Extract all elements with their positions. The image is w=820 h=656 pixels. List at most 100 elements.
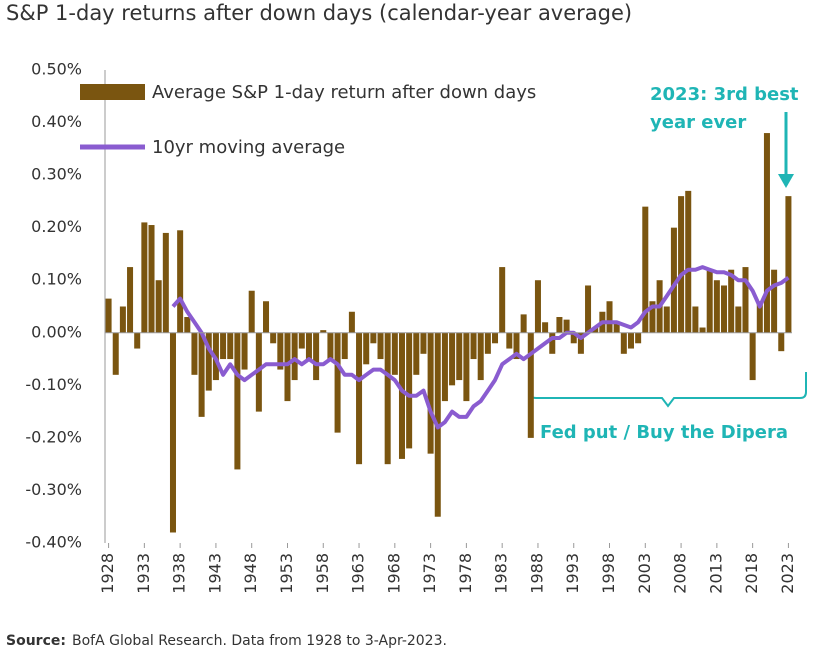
bar xyxy=(542,322,549,333)
x-tick-label: 1958 xyxy=(313,553,332,594)
bar xyxy=(570,332,577,344)
bar xyxy=(635,332,642,344)
x-tick-label: 2023 xyxy=(778,553,797,594)
legend-label: 10yr moving average xyxy=(152,137,345,158)
bar xyxy=(384,332,391,465)
y-tick-label: -0.10% xyxy=(25,375,82,394)
bar xyxy=(241,332,248,370)
bar xyxy=(141,222,148,333)
bar xyxy=(169,332,176,533)
x-tick-label: 1973 xyxy=(420,553,439,594)
bar xyxy=(706,269,713,333)
bar xyxy=(735,306,742,333)
y-tick-label: -0.20% xyxy=(25,427,82,446)
bar xyxy=(420,332,427,354)
bar xyxy=(198,332,205,417)
bar xyxy=(449,332,456,386)
bar xyxy=(263,301,270,333)
bar xyxy=(327,332,334,360)
bar xyxy=(277,332,284,370)
bar xyxy=(184,317,191,333)
bar xyxy=(592,327,599,333)
bar xyxy=(670,227,677,333)
x-tick-label: 2003 xyxy=(635,553,654,594)
bar xyxy=(356,332,363,465)
bar xyxy=(127,267,134,333)
bar xyxy=(334,332,341,433)
bar xyxy=(534,280,541,333)
bar xyxy=(427,332,434,454)
bar xyxy=(284,332,291,402)
bar xyxy=(155,280,162,333)
bar xyxy=(305,332,312,360)
arrow-head xyxy=(778,174,794,188)
y-tick-label: 0.10% xyxy=(31,270,82,289)
x-tick-label: 1933 xyxy=(134,553,153,594)
bar xyxy=(742,267,749,333)
x-tick-label: 1968 xyxy=(384,553,403,594)
bar xyxy=(341,332,348,360)
x-tick-label: 2013 xyxy=(706,553,725,594)
bar xyxy=(556,317,563,333)
bar xyxy=(649,301,656,333)
x-tick-label: 1938 xyxy=(170,553,189,594)
bar xyxy=(778,332,785,352)
bar xyxy=(298,332,305,349)
x-tick-label: 1978 xyxy=(456,553,475,594)
bar xyxy=(413,332,420,375)
x-tick-label: 1963 xyxy=(349,553,368,594)
line xyxy=(171,265,790,430)
bar xyxy=(585,285,592,333)
x-tick-label: 1988 xyxy=(527,553,546,594)
x-tick-label: 1948 xyxy=(241,553,260,594)
bar xyxy=(756,301,763,333)
bar xyxy=(721,285,728,333)
annotation: 2023: 3rd best xyxy=(650,84,799,105)
y-tick-label: 0.30% xyxy=(31,165,82,184)
x-tick-label: 2018 xyxy=(742,553,761,594)
bar xyxy=(749,332,756,381)
bar xyxy=(391,332,398,375)
bar xyxy=(177,230,184,333)
bar xyxy=(627,332,634,349)
legend-label: Average S&P 1-day return after down days xyxy=(152,82,536,103)
x-tick-label: 1953 xyxy=(277,553,296,594)
bar xyxy=(763,133,770,333)
legend-swatch xyxy=(80,84,145,100)
x-tick-label: 2008 xyxy=(671,553,690,594)
y-tick-label: 0.50% xyxy=(31,60,82,79)
bar xyxy=(148,225,155,333)
bar xyxy=(234,332,241,470)
bar xyxy=(663,306,670,333)
bar xyxy=(606,301,613,333)
y-tick-label: -0.40% xyxy=(25,533,82,552)
bar xyxy=(406,332,413,449)
x-tick-label: 1983 xyxy=(492,553,511,594)
annotation: year ever xyxy=(650,112,746,133)
bar xyxy=(563,319,570,333)
bar xyxy=(678,196,685,333)
bar xyxy=(477,332,484,381)
annotation: Fed put / Buy the Dipera xyxy=(540,422,788,443)
bar xyxy=(441,332,448,402)
y-tick-label: -0.30% xyxy=(25,480,82,499)
bar xyxy=(370,332,377,344)
bar xyxy=(291,332,298,381)
bar xyxy=(613,322,620,333)
x-tick-label: 1943 xyxy=(205,553,224,594)
bar xyxy=(549,332,556,354)
bar xyxy=(642,206,649,333)
y-tick-label: 0.00% xyxy=(31,322,82,341)
x-tick-label: 1928 xyxy=(98,553,117,594)
bracket xyxy=(529,372,807,408)
bar xyxy=(377,332,384,360)
x-tick-label: 1998 xyxy=(599,553,618,594)
bar xyxy=(363,332,370,365)
bar xyxy=(134,332,141,349)
bar xyxy=(112,332,119,375)
bar xyxy=(484,332,491,354)
bar xyxy=(320,330,327,333)
bar xyxy=(220,332,227,360)
